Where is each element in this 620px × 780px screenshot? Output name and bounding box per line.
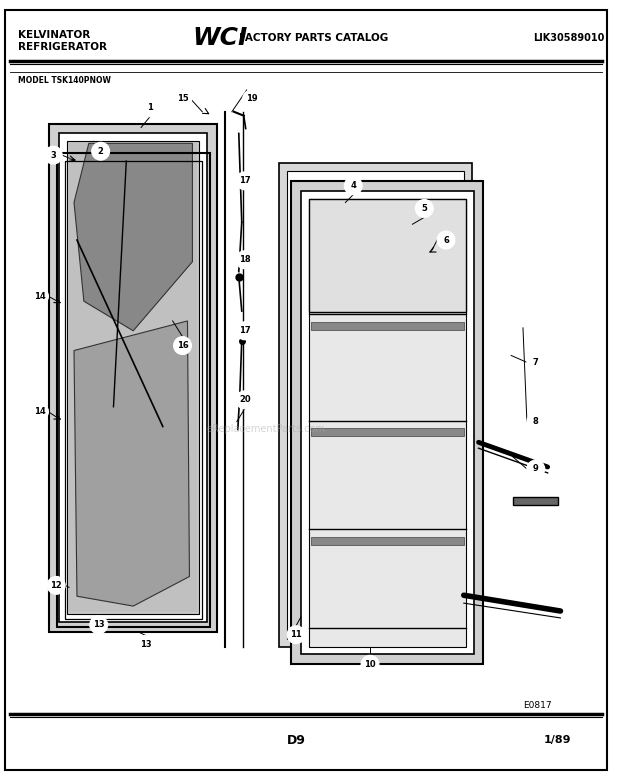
Text: 2: 2 — [98, 147, 104, 156]
Text: 16: 16 — [177, 341, 188, 350]
Circle shape — [236, 251, 254, 268]
Circle shape — [30, 287, 48, 305]
Text: 18: 18 — [239, 255, 250, 264]
Circle shape — [45, 147, 62, 164]
Text: 1/89: 1/89 — [544, 736, 571, 746]
Text: 15: 15 — [177, 94, 188, 104]
Circle shape — [236, 391, 254, 409]
Text: 11: 11 — [290, 630, 302, 640]
Bar — [287, 171, 464, 639]
Text: REFRIGERATOR: REFRIGERATOR — [18, 41, 107, 51]
Circle shape — [527, 353, 545, 371]
Text: 9: 9 — [533, 464, 539, 473]
Bar — [311, 322, 464, 330]
Text: 14: 14 — [33, 292, 45, 301]
Circle shape — [236, 322, 254, 339]
Text: FACTORY PARTS CATALOG: FACTORY PARTS CATALOG — [239, 33, 388, 43]
Text: 3: 3 — [50, 151, 56, 160]
Text: 17: 17 — [239, 326, 250, 335]
Text: E0817: E0817 — [523, 701, 552, 711]
Text: KELVINATOR: KELVINATOR — [18, 30, 90, 40]
Bar — [309, 199, 466, 647]
Text: WCI: WCI — [192, 26, 247, 50]
Bar — [57, 153, 210, 627]
Bar — [59, 133, 207, 622]
Bar — [65, 161, 202, 619]
Bar — [311, 428, 464, 436]
Text: 13: 13 — [93, 620, 105, 629]
Polygon shape — [74, 321, 190, 606]
Text: D9: D9 — [286, 734, 306, 746]
Text: 14: 14 — [33, 407, 45, 417]
Bar — [50, 123, 217, 632]
Circle shape — [30, 402, 48, 420]
Circle shape — [90, 616, 107, 633]
Text: 20: 20 — [239, 395, 250, 404]
Bar — [279, 163, 472, 647]
Bar — [513, 497, 557, 505]
Circle shape — [141, 99, 159, 117]
Text: 4: 4 — [350, 181, 356, 190]
Circle shape — [437, 231, 455, 249]
Text: 8: 8 — [533, 417, 539, 426]
Text: 5: 5 — [422, 204, 427, 213]
Circle shape — [415, 200, 433, 218]
Bar — [301, 190, 474, 654]
Text: 10: 10 — [364, 660, 376, 668]
Bar — [309, 199, 466, 312]
Text: 7: 7 — [533, 358, 539, 367]
Circle shape — [174, 337, 192, 354]
Bar — [311, 537, 464, 545]
Bar — [69, 144, 197, 612]
Bar — [291, 181, 484, 665]
Circle shape — [243, 90, 260, 108]
Circle shape — [47, 576, 65, 594]
Text: 19: 19 — [246, 94, 257, 104]
Circle shape — [236, 172, 254, 190]
Circle shape — [527, 460, 545, 478]
Text: 12: 12 — [50, 581, 62, 590]
Text: eReplacementParts.com: eReplacementParts.com — [207, 424, 326, 434]
Circle shape — [137, 636, 155, 654]
Text: 17: 17 — [239, 176, 250, 186]
Circle shape — [92, 142, 110, 160]
Circle shape — [361, 655, 379, 673]
Circle shape — [287, 626, 305, 644]
Bar — [67, 141, 199, 614]
Polygon shape — [74, 144, 192, 331]
Text: 13: 13 — [140, 640, 152, 649]
Text: 6: 6 — [443, 236, 449, 244]
Circle shape — [174, 90, 192, 108]
Text: LIK30589010: LIK30589010 — [533, 33, 604, 43]
Text: MODEL TSK140PNOW: MODEL TSK140PNOW — [18, 76, 110, 85]
Circle shape — [527, 413, 545, 431]
Text: 1: 1 — [147, 103, 153, 112]
Circle shape — [344, 177, 362, 195]
